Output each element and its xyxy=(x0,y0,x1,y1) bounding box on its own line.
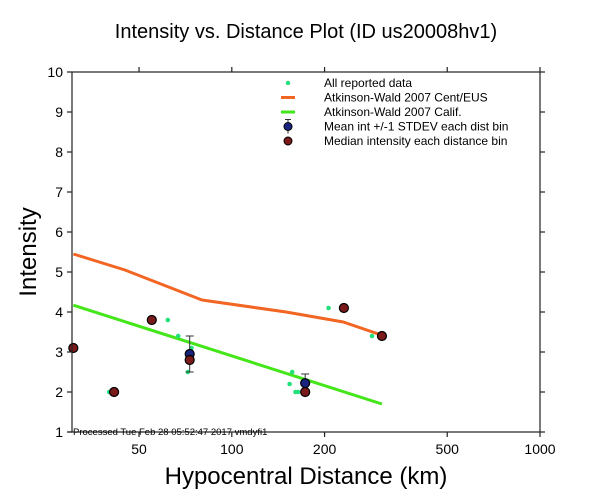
y-tick-label: 8 xyxy=(55,144,63,160)
x-tick-label: 200 xyxy=(313,441,337,457)
reported-data-point xyxy=(175,333,181,339)
y-tick-label: 3 xyxy=(55,344,63,360)
median-point xyxy=(376,330,388,342)
reported-data-point xyxy=(287,381,292,387)
y-tick-label: 4 xyxy=(55,304,63,320)
series-line-2 xyxy=(72,303,383,406)
y-axis-label: Intensity xyxy=(15,207,42,296)
x-tick-label: 100 xyxy=(220,441,244,457)
processed-footer: Processed Tue Feb 28 05:52:47 2017 vmdyf… xyxy=(73,427,267,438)
median-point xyxy=(68,342,79,354)
y-tick-label: 6 xyxy=(55,224,63,240)
reported-data-point xyxy=(326,305,331,311)
legend-label: Median intensity each distance bin xyxy=(324,134,507,148)
y-tick-label: 1 xyxy=(55,424,63,440)
y-tick-label: 2 xyxy=(55,384,63,400)
median-point xyxy=(338,302,349,314)
median-point xyxy=(300,386,311,398)
reported-data-point xyxy=(289,369,295,375)
y-tick-label: 5 xyxy=(55,264,63,280)
legend-median-marker xyxy=(283,136,293,146)
reported-data-point xyxy=(369,333,375,339)
y-tick-label: 7 xyxy=(55,184,63,200)
x-tick-label: 1000 xyxy=(524,441,555,457)
legend-label: Mean int +/-1 STDEV each dist bin xyxy=(324,120,508,134)
legend-label: Atkinson-Wald 2007 Cent/EUS xyxy=(324,91,488,105)
reported-data-point xyxy=(295,389,301,395)
y-tick-label: 9 xyxy=(55,104,63,120)
legend-label: Atkinson-Wald 2007 Calif. xyxy=(324,105,462,119)
x-tick-label: 500 xyxy=(436,441,460,457)
x-tick-label: 50 xyxy=(131,441,147,457)
y-tick-label: 10 xyxy=(47,64,63,80)
axes: 1 2 3 4 5 6 7 8 9 10 50 100 200 500 1000 xyxy=(47,64,555,457)
plot-area xyxy=(68,252,388,406)
reported-data-point xyxy=(165,317,171,323)
median-point xyxy=(146,314,157,326)
chart-title: Intensity vs. Distance Plot (ID us20008h… xyxy=(115,21,497,43)
legend-dot-marker xyxy=(285,80,291,86)
mean-point xyxy=(300,378,311,389)
legend-label: All reported data xyxy=(324,76,412,90)
plot-frame xyxy=(71,71,541,433)
median-point xyxy=(109,386,120,398)
series-line-1 xyxy=(72,252,383,337)
median-point xyxy=(184,354,195,366)
legend-mean-marker xyxy=(283,122,293,131)
x-axis-label: Hypocentral Distance (km) xyxy=(165,463,448,490)
